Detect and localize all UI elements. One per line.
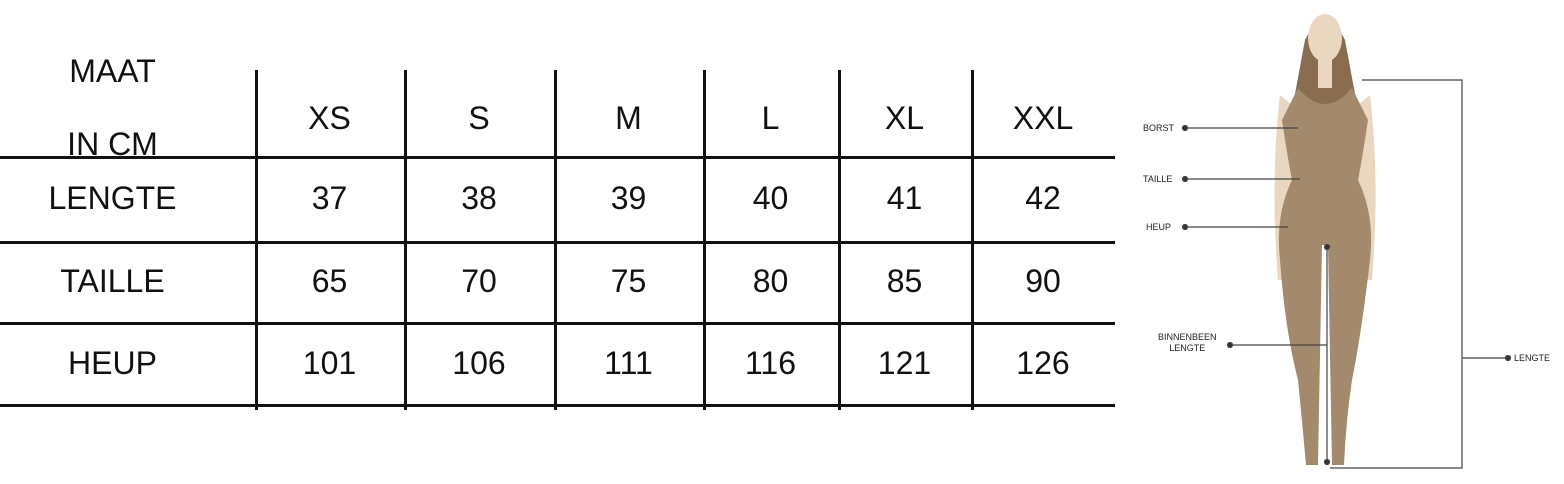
size-header: L: [761, 99, 780, 136]
table-cell: 41: [886, 180, 923, 217]
size-header: XL: [884, 99, 925, 136]
row-divider: [0, 404, 1115, 407]
row-label: LENGTE: [48, 180, 177, 217]
label-borst: BORST: [1143, 123, 1175, 133]
table-cell: 75: [610, 263, 647, 300]
corner-line2: IN CM: [67, 126, 158, 163]
table-cell: 90: [1025, 263, 1061, 300]
garment: [1278, 88, 1372, 465]
label-heup: HEUP: [1146, 222, 1172, 232]
size-header: XXL: [1012, 99, 1074, 136]
label-binnenbeen: BINNENBEEN LENGTE: [1158, 332, 1217, 354]
label-binnenbeen-line2: LENGTE: [1169, 342, 1206, 353]
measure-lines: [1181, 79, 1512, 469]
table-cell: 65: [311, 263, 348, 300]
table-cell: 70: [461, 263, 497, 300]
label-lengte: LENGTE: [1514, 353, 1551, 363]
row-label: HEUP: [68, 344, 157, 381]
size-header: S: [468, 99, 490, 136]
table-cell: 38: [461, 180, 497, 217]
table-cell: 106: [452, 344, 506, 381]
column-divider: [838, 70, 841, 410]
corner-header: MAAT IN CM: [0, 53, 225, 163]
label-binnenbeen-line1: BINNENBEEN: [1158, 332, 1217, 342]
size-header: XS: [308, 99, 351, 136]
size-header: M: [615, 99, 642, 136]
table-cell: 80: [752, 263, 789, 300]
table-cell: 40: [752, 180, 789, 217]
table-cell: 37: [311, 180, 348, 217]
table-cell: 116: [744, 344, 796, 381]
table-cell: 111: [604, 344, 653, 381]
body-measurement-figure: [1181, 14, 1512, 469]
column-divider: [404, 70, 407, 410]
table-cell: 121: [877, 344, 932, 381]
row-divider: [0, 322, 1115, 325]
corner-line1: MAAT: [69, 52, 156, 89]
column-divider: [971, 70, 974, 410]
column-divider: [703, 70, 706, 410]
column-divider: [255, 70, 258, 410]
table-cell: 42: [1025, 180, 1061, 217]
table-cell: 126: [1016, 344, 1070, 381]
table-cell: 101: [302, 344, 357, 381]
row-divider: [0, 241, 1115, 244]
row-divider: [0, 156, 1115, 159]
table-cell: 85: [886, 263, 923, 300]
column-divider: [554, 70, 557, 410]
label-taille: TAILLE: [1143, 174, 1173, 184]
table-cell: 39: [610, 180, 647, 217]
row-label: TAILLE: [60, 263, 165, 300]
